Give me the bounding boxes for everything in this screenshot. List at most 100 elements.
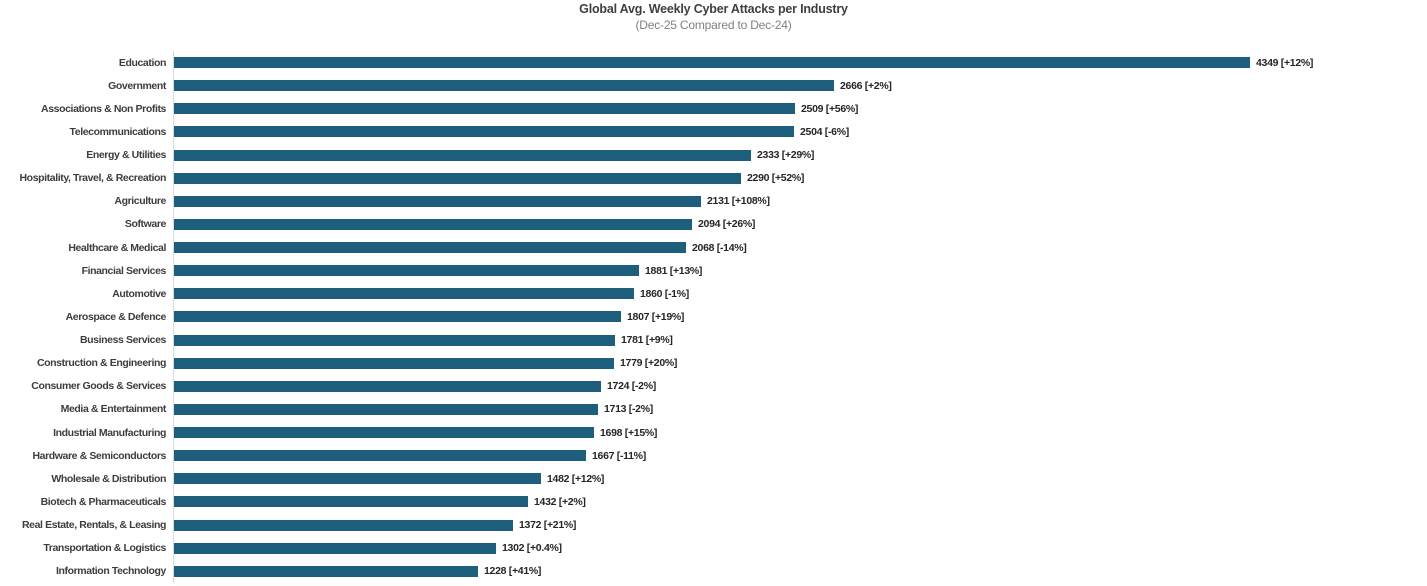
value-label: 2068 [-14%] [692, 241, 747, 254]
value-label: 1807 [+19%] [627, 310, 685, 323]
category-label: Wholesale & Distribution [51, 472, 166, 485]
category-label: Industrial Manufacturing [53, 426, 166, 439]
category-label: Associations & Non Profits [41, 102, 166, 115]
chart-row: Real Estate, Rentals, & Leasing 1372 [+21… [0, 513, 1427, 537]
chart-row: Automotive 1860 [-1%] [0, 282, 1427, 306]
bar-area: 1881 [+13%] [173, 259, 1427, 283]
chart-row: Consumer Goods & Services 1724 [-2%] [0, 374, 1427, 398]
category-label: Real Estate, Rentals, & Leasing [22, 519, 166, 532]
value-label: 1724 [-2%] [607, 380, 656, 393]
bar-area: 2504 [-6%] [173, 120, 1427, 144]
bar-area: 1807 [+19%] [173, 305, 1427, 329]
category-label: Aerospace & Defence [65, 310, 167, 323]
chart-row: Information Technology 1228 [+41%] [0, 559, 1427, 583]
category-label: Agriculture [114, 195, 166, 208]
bar [174, 242, 686, 254]
chart-row: Wholesale & Distribution 1482 [+12%] [0, 467, 1427, 491]
bar-area: 1698 [+15%] [173, 421, 1427, 445]
bar [174, 172, 741, 184]
chart-row: Financial Services 1881 [+13%] [0, 259, 1427, 283]
value-label: 1667 [-11%] [592, 449, 646, 462]
bar [174, 126, 794, 138]
bar-area: 2068 [-14%] [173, 236, 1427, 260]
bar-area: 1302 [+0.4%] [173, 536, 1427, 560]
value-label: 2509 [+56%] [801, 102, 859, 115]
value-label: 1881 [+13%] [645, 264, 703, 277]
bar [174, 403, 598, 415]
chart-subtitle: (Dec-25 Compared to Dec-24) [635, 17, 792, 32]
value-label: 2504 [-6%] [800, 125, 849, 138]
category-label: Government [108, 79, 166, 92]
bar-area: 1781 [+9%] [173, 328, 1427, 352]
bar-area: 1860 [-1%] [173, 282, 1427, 306]
bar [174, 80, 834, 92]
bar [174, 103, 795, 115]
value-label: 1482 [+12%] [547, 472, 605, 485]
category-label: Energy & Utilities [86, 149, 166, 162]
category-label: Automotive [112, 287, 166, 300]
chart-header: Global Avg. Weekly Cyber Attacks per Ind… [0, 2, 1427, 33]
bar [174, 218, 692, 230]
bar-area: 2509 [+56%] [173, 97, 1427, 121]
chart-row: Associations & Non Profits 2509 [+56%] [0, 97, 1427, 121]
chart-row: Construction & Engineering 1779 [+20%] [0, 351, 1427, 375]
chart-row: Agriculture 2131 [+108%] [0, 189, 1427, 213]
chart-row: Industrial Manufacturing 1698 [+15%] [0, 421, 1427, 445]
bar [174, 565, 478, 577]
value-label: 1302 [+0.4%] [502, 542, 562, 555]
value-label: 1781 [+9%] [621, 334, 673, 347]
bar-area: 2333 [+29%] [173, 143, 1427, 167]
bar [174, 311, 621, 323]
bar-area: 1432 [+2%] [173, 490, 1427, 514]
category-label: Transportation & Logistics [43, 542, 166, 555]
bar [174, 450, 586, 462]
bar [174, 195, 701, 207]
bar-area: 1228 [+41%] [173, 559, 1427, 583]
bar-area: 1713 [-2%] [173, 397, 1427, 421]
bar-area: 2290 [+52%] [173, 166, 1427, 190]
bar-area: 1724 [-2%] [173, 374, 1427, 398]
value-label: 2094 [+26%] [698, 218, 756, 231]
chart-row: Government 2666 [+2%] [0, 74, 1427, 98]
category-label: Hardware & Semiconductors [32, 449, 166, 462]
value-label: 1432 [+2%] [534, 495, 586, 508]
bar [174, 357, 614, 369]
category-label: Education [118, 56, 167, 69]
chart-title: Global Avg. Weekly Cyber Attacks per Ind… [579, 2, 848, 16]
chart-row: Energy & Utilities 2333 [+29%] [0, 143, 1427, 167]
value-label: 1713 [-2%] [604, 403, 653, 416]
category-label: Financial Services [81, 264, 167, 277]
plot-area: Education 4349 [+12%] Government 2666 [+2%]… [0, 51, 1427, 583]
value-label: 2333 [+29%] [757, 149, 815, 162]
value-label: 1698 [+15%] [600, 426, 658, 439]
bar-area: 4349 [+12%] [173, 51, 1427, 75]
chart-row: Hardware & Semiconductors 1667 [-11%] [0, 444, 1427, 468]
category-label: Healthcare & Medical [68, 241, 166, 254]
category-label: Information Technology [55, 565, 166, 578]
bar [174, 265, 639, 277]
chart-row: Aerospace & Defence 1807 [+19%] [0, 305, 1427, 329]
bar [174, 57, 1250, 69]
bar [174, 334, 615, 346]
chart-row: Transportation & Logistics 1302 [+0.4%] [0, 536, 1427, 560]
bar-area: 2131 [+108%] [173, 189, 1427, 213]
chart-row: Hospitality, Travel, & Recreation 2290 [+… [0, 166, 1427, 190]
bar [174, 519, 513, 531]
value-label: 1228 [+41%] [484, 565, 542, 578]
chart-row: Media & Entertainment 1713 [-2%] [0, 397, 1427, 421]
bar-area: 1667 [-11%] [173, 444, 1427, 468]
category-label: Business Services [79, 334, 166, 347]
bar [174, 496, 528, 508]
chart-row: Software 2094 [+26%] [0, 212, 1427, 236]
value-label: 1372 [+21%] [519, 519, 577, 532]
bar-area: 2094 [+26%] [173, 212, 1427, 236]
bar [174, 427, 594, 439]
bar-area: 2666 [+2%] [173, 74, 1427, 98]
bar [174, 542, 496, 554]
chart-row: Biotech & Pharmaceuticals 1432 [+2%] [0, 490, 1427, 514]
bar-area: 1779 [+20%] [173, 351, 1427, 375]
chart-row: Education 4349 [+12%] [0, 51, 1427, 75]
value-label: 1779 [+20%] [620, 357, 678, 370]
bar-area: 1482 [+12%] [173, 467, 1427, 491]
